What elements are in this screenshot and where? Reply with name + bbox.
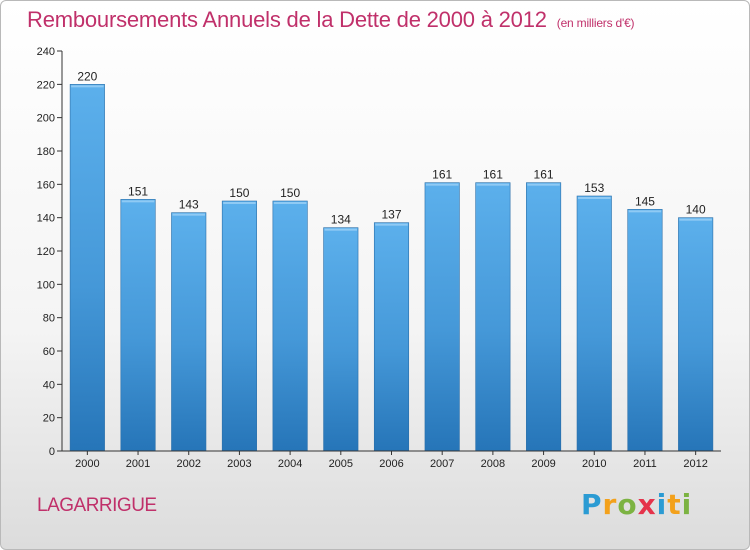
x-tick-label: 2003	[227, 458, 251, 470]
x-tick-label: 2002	[176, 458, 200, 470]
y-tick-label: 100	[37, 279, 55, 291]
bar-highlight	[273, 202, 307, 204]
bar-value-label: 143	[179, 198, 199, 212]
bar-highlight	[223, 202, 256, 204]
y-tick-label: 200	[37, 113, 55, 125]
x-tick-label: 2000	[75, 458, 99, 470]
bar-highlight	[628, 210, 662, 213]
bar-highlight	[425, 183, 459, 186]
bar	[627, 209, 663, 452]
x-tick-label: 2008	[481, 458, 505, 470]
bar-value-label: 161	[534, 168, 554, 182]
x-tick-label: 2009	[531, 458, 555, 470]
y-tick-label: 160	[37, 179, 55, 191]
bar-value-label: 150	[280, 186, 300, 200]
bar-highlight	[679, 218, 712, 221]
bar	[373, 222, 410, 452]
bar	[323, 227, 359, 452]
bar-value-label: 150	[229, 186, 249, 200]
x-tick-label: 2012	[683, 458, 707, 470]
y-tick-label: 80	[43, 313, 55, 325]
bar-highlight	[375, 223, 408, 226]
x-tick-label: 2004	[278, 458, 302, 470]
bar-value-label: 134	[331, 213, 351, 227]
bar-value-label: 161	[432, 168, 452, 182]
bar	[424, 182, 460, 452]
y-tick-label: 60	[43, 346, 55, 358]
bar	[475, 182, 511, 452]
bar	[221, 200, 257, 452]
y-tick-label: 180	[37, 146, 55, 158]
bar-highlight	[527, 183, 560, 186]
bar	[69, 84, 105, 452]
bar	[171, 212, 207, 452]
y-tick-label: 0	[49, 446, 55, 458]
y-tick-label: 20	[43, 413, 55, 425]
bar-highlight	[71, 85, 104, 88]
bar	[272, 200, 308, 452]
proxiti-logo: Proxiti	[581, 488, 693, 521]
y-tick-label: 120	[37, 246, 55, 258]
bar-highlight	[324, 228, 358, 231]
chart-title: Remboursements Annuels de la Dette de 20…	[27, 7, 635, 33]
y-tick-label: 220	[37, 79, 55, 91]
bar	[526, 182, 562, 452]
x-tick-label: 2005	[329, 458, 353, 470]
x-tick-label: 2010	[582, 458, 606, 470]
bar	[678, 217, 714, 452]
x-tick-label: 2001	[126, 458, 150, 470]
y-tick-label: 40	[43, 379, 55, 391]
chart-title-text: Remboursements Annuels de la Dette de 20…	[27, 7, 547, 32]
x-tick-label: 2006	[379, 458, 403, 470]
bar-value-label: 137	[381, 208, 401, 222]
bar-value-label: 151	[128, 184, 148, 198]
commune-name: LAGARRIGUE	[37, 495, 157, 516]
x-tick-label: 2011	[633, 458, 657, 470]
bar-highlight	[476, 183, 510, 186]
bar-highlight	[578, 197, 611, 199]
bar-value-label: 145	[635, 194, 655, 208]
chart-subtitle: (en milliers d'€)	[556, 16, 635, 30]
bar	[120, 199, 156, 452]
bar-value-label: 161	[483, 168, 503, 182]
bar-value-label: 153	[584, 181, 604, 195]
y-axis-ticks: 0 20 40 60 80 100 120 140 160 180 200 220 240	[37, 46, 62, 458]
bar-value-label: 220	[77, 69, 97, 83]
bar-highlight	[172, 213, 205, 216]
y-tick-label: 140	[37, 213, 55, 225]
x-axis-ticks: 2000 2001 2002 2003 2004 2005 2006 2007 2008 2009…	[75, 451, 708, 470]
bars-group: 220 151 143 150 150 134 137 161 161 161 153 145 140	[69, 69, 714, 452]
bar	[576, 195, 612, 452]
bar-highlight	[121, 200, 155, 203]
x-tick-label: 2007	[430, 458, 454, 470]
bar-value-label: 140	[686, 203, 706, 217]
y-tick-label: 240	[37, 46, 55, 58]
